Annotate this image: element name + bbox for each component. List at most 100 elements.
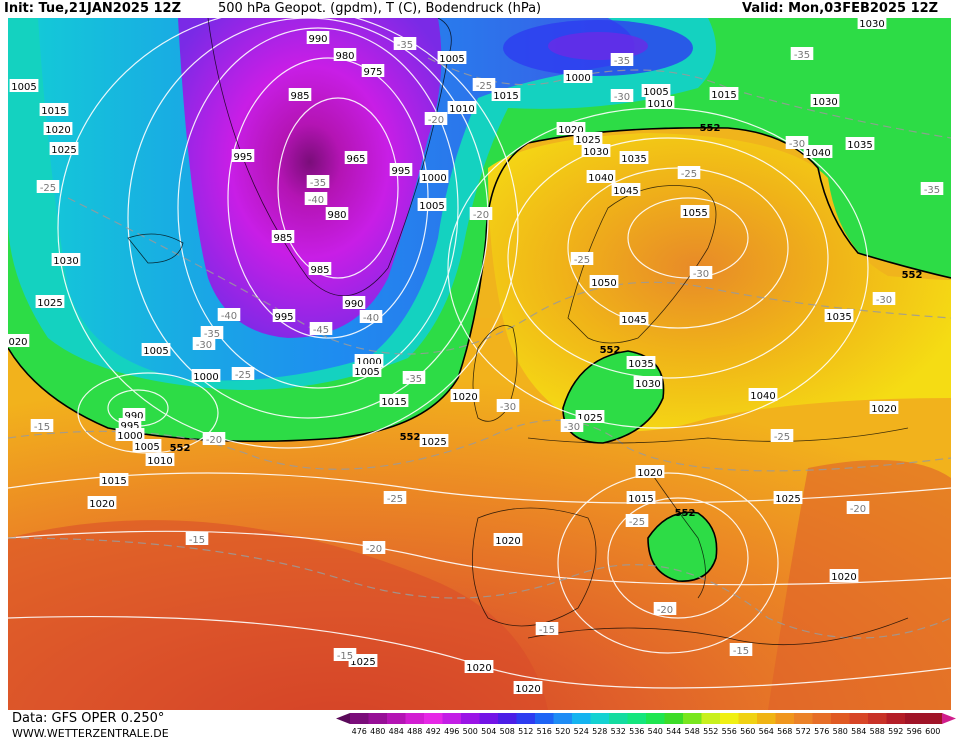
coastline-continent <box>527 427 909 444</box>
pressure-label-text: 1000 <box>565 73 590 84</box>
pressure-label-text: 965 <box>346 154 365 165</box>
temperature-label-text: -35 <box>406 374 422 385</box>
scale-tick-label: 512 <box>518 727 533 736</box>
temperature-label: -20 <box>424 112 448 126</box>
pressure-label-bg <box>829 569 859 582</box>
pressure-label-bg <box>773 491 803 504</box>
temperature-label: -30 <box>689 266 713 280</box>
weather-map: 990 980 975 985 965 995 995 980 985 985 990 995 1000… <box>8 18 951 710</box>
isobar-med-1 <box>607 497 749 619</box>
pressure-label: 1000 <box>115 428 145 442</box>
temperature-label-bg <box>231 367 255 380</box>
pressure-label-text: 1005 <box>134 442 159 453</box>
pressure-label-bg <box>87 496 117 509</box>
scale-tick-label: 484 <box>389 727 404 736</box>
pressure-label-text: 1000 <box>193 372 218 383</box>
pressure-label-text: 1035 <box>847 140 872 151</box>
temperature-label: -15 <box>30 419 54 433</box>
temperature-label-text: -15 <box>34 422 50 433</box>
pressure-label-text: 1025 <box>421 437 446 448</box>
scale-arrow-left <box>336 713 350 724</box>
pressure-label: 1010 <box>645 96 675 110</box>
temperature-label-bg <box>402 371 426 384</box>
temperature-label-text: -20 <box>366 544 382 555</box>
pressure-label-bg <box>39 103 69 116</box>
pressure-label: 1005 <box>132 439 162 453</box>
pressure-label: 985 <box>288 88 312 102</box>
temperature-label: -35 <box>610 53 634 67</box>
pressure-label: 985 <box>271 230 295 244</box>
pressure-label: 1025 <box>773 491 803 505</box>
temperature-label-text: -25 <box>774 432 790 443</box>
temperature-label: -15 <box>185 532 209 546</box>
pressure-label-text: 1020 <box>89 499 114 510</box>
pressure-label: 995 <box>231 149 255 163</box>
scale-tick-label: 576 <box>814 727 829 736</box>
temperature-label-bg <box>729 643 753 656</box>
temperature-label: -30 <box>496 399 520 413</box>
pressure-label-bg <box>709 87 739 100</box>
pressure-label: 1020 <box>556 122 586 136</box>
pressure-label-text: 980 <box>327 210 346 221</box>
isobar-high-3 <box>507 137 829 379</box>
pressure-label-text: 1020 <box>871 404 896 415</box>
pressure-label: 020 <box>8 334 30 348</box>
pressure-label: 995 <box>272 309 296 323</box>
scale-swatch <box>775 713 795 724</box>
temperature-label-text: -20 <box>206 435 222 446</box>
temperature-label-bg <box>560 419 584 432</box>
map-title: 500 hPa Geopot. (gpdm), T (C), Bodendruc… <box>218 1 542 16</box>
geopotential-label: 552 <box>170 443 191 454</box>
isotherm-4 <box>427 57 951 139</box>
pressure-label-text: 1025 <box>775 494 800 505</box>
pressure-label-text: 1040 <box>588 173 613 184</box>
pressure-label: 1005 <box>9 79 39 93</box>
data-source: Data: GFS OPER 0.250° <box>12 711 165 726</box>
pressure-label-bg <box>35 295 65 308</box>
temperature-label-text: -35 <box>924 185 940 196</box>
coastline-italy <box>647 467 706 599</box>
pressure-label: 1025 <box>49 142 79 156</box>
scale-tick-label: 504 <box>481 727 496 736</box>
website-credit: WWW.WETTERZENTRALE.DE <box>12 727 169 740</box>
pressure-label-text: 1020 <box>515 684 540 695</box>
scale-swatch <box>646 713 665 724</box>
pressure-label-bg <box>680 205 710 218</box>
pressure-label-bg <box>810 94 840 107</box>
pressure-label-bg <box>122 408 146 421</box>
isobar-low-1 <box>277 97 399 279</box>
temperature-label-bg <box>689 266 713 279</box>
pressure-label-bg <box>447 101 477 114</box>
scale-swatch <box>886 713 906 724</box>
temperature-label-text: -45 <box>313 325 329 336</box>
pressure-label-bg <box>271 230 295 243</box>
isotherm-3 <box>67 197 951 355</box>
temperature-label-text: -30 <box>196 340 212 351</box>
isobar-south-1 <box>8 472 951 504</box>
pressure-label-text: 1005 <box>439 54 464 65</box>
pressure-label: 1005 <box>437 51 467 65</box>
scale-swatch <box>683 713 702 724</box>
pressure-label-bg <box>589 275 619 288</box>
scale-swatch <box>868 713 887 724</box>
temperature-label-text: -30 <box>614 92 630 103</box>
pressure-label: 1050 <box>589 275 619 289</box>
pressure-label: 1030 <box>810 94 840 108</box>
pressure-label-text: 1005 <box>143 346 168 357</box>
temperature-label-text: -30 <box>789 139 805 150</box>
temperature-label-bg <box>200 326 224 339</box>
pressure-label: 1040 <box>803 145 833 159</box>
pressure-label-bg <box>354 354 384 367</box>
temperature-label: -15 <box>729 643 753 657</box>
temperature-label-text: -40 <box>308 195 324 206</box>
pressure-label: 1015 <box>709 87 739 101</box>
pressure-label-text: 1020 <box>495 536 520 547</box>
temperature-label-bg <box>496 399 520 412</box>
pressure-label-text: 1010 <box>647 99 672 110</box>
pressure-label-bg <box>342 296 366 309</box>
pressure-label-text: 020 <box>8 337 27 348</box>
pressure-label-bg <box>581 144 611 157</box>
pressure-label-text: 1040 <box>750 391 775 402</box>
temperature-label-bg <box>920 182 944 195</box>
temperature-label-text: -20 <box>850 504 866 515</box>
